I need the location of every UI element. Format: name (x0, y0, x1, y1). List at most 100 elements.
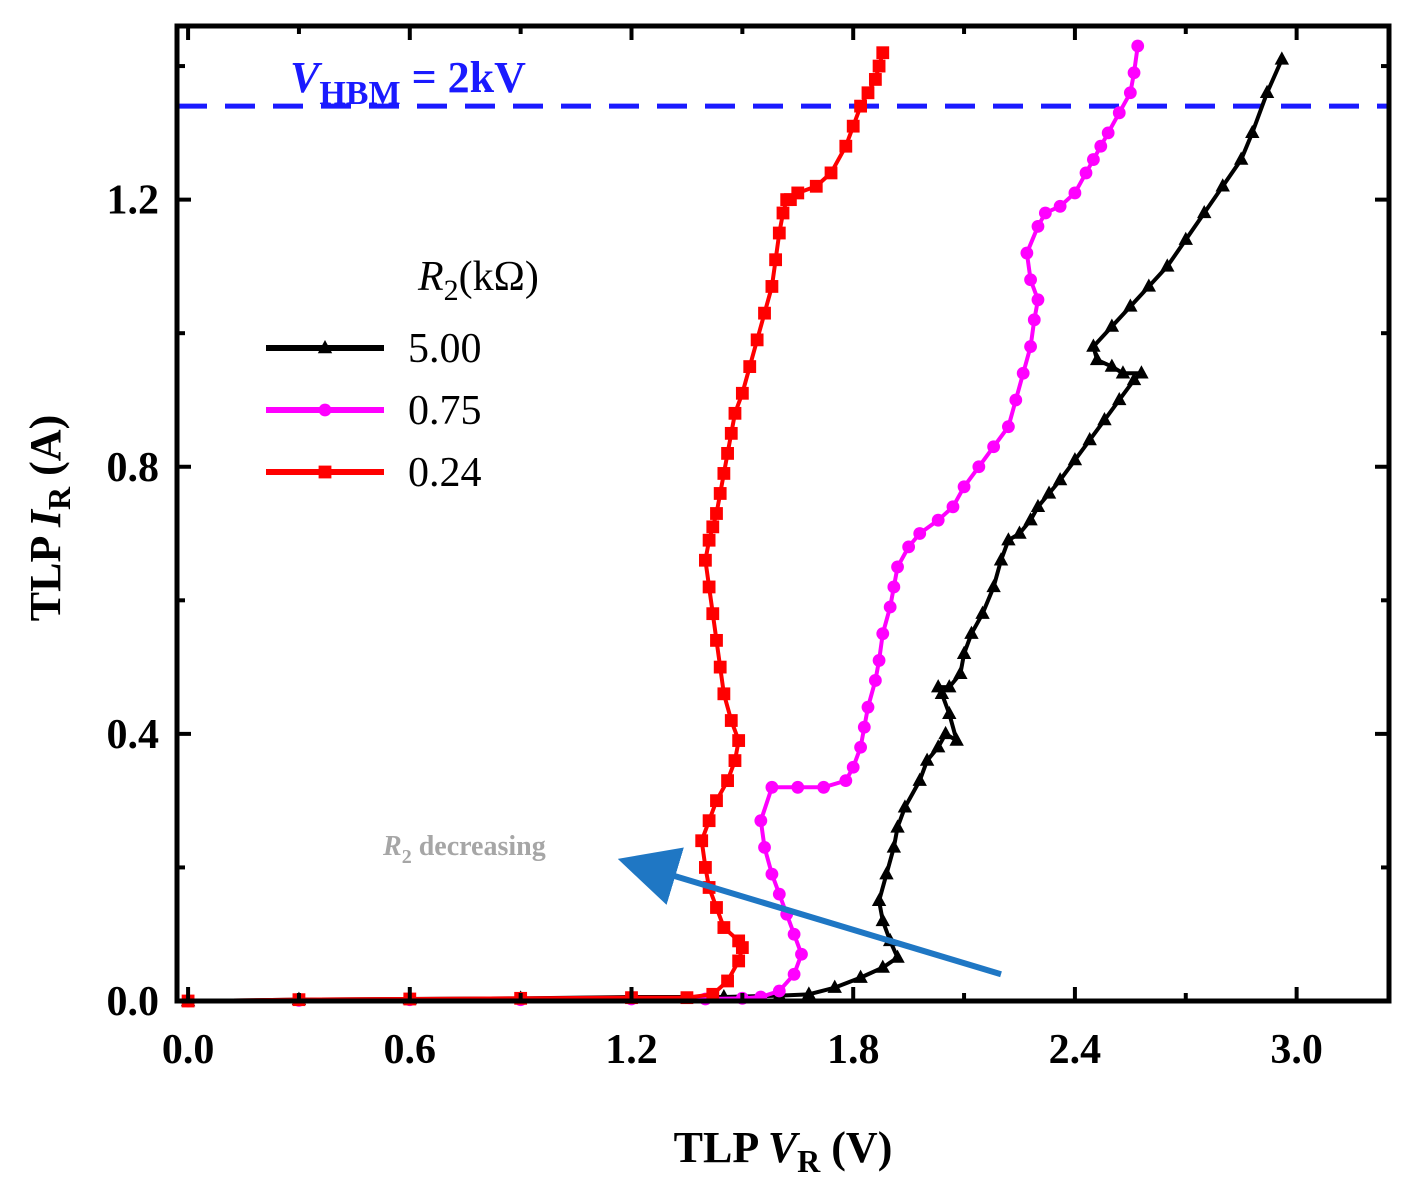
data-point-5.00 (1067, 452, 1083, 466)
data-point-0.24 (769, 253, 783, 267)
data-point-0.75 (1031, 219, 1045, 233)
data-point-0.75 (902, 540, 916, 554)
data-point-5.00 (1023, 512, 1038, 526)
data-point-0.75 (787, 927, 801, 941)
data-point-0.75 (1024, 340, 1037, 353)
data-point-0.75 (1053, 199, 1067, 213)
legend-title: R2(kΩ) (417, 254, 539, 307)
data-point-5.00 (897, 799, 913, 813)
data-point-0.75 (931, 513, 945, 527)
data-point-0.24 (728, 754, 742, 767)
data-point-0.75 (1002, 420, 1015, 434)
data-point-0.75 (1131, 39, 1145, 53)
legend-item-0.75: 0.75 (266, 388, 482, 434)
data-point-5.00 (1126, 371, 1142, 386)
data-point-5.00 (875, 912, 890, 927)
data-point-5.00 (953, 665, 968, 679)
data-point-5.00 (956, 645, 972, 659)
data-point-0.75 (1086, 153, 1100, 166)
y-axis-title-prefix: TLP (21, 527, 70, 621)
data-point-0.24 (861, 86, 875, 100)
data-point-5.00 (930, 679, 946, 693)
data-point-5.00 (912, 772, 927, 786)
data-point-0.75 (754, 814, 768, 828)
data-point-0.24 (872, 59, 886, 73)
data-point-0.24 (724, 426, 738, 440)
data-point-0.24 (868, 73, 882, 86)
data-point-5.00 (1259, 84, 1275, 98)
data-point-0.24 (702, 580, 716, 594)
data-point-0.75 (946, 500, 960, 514)
data-point-0.24 (824, 166, 838, 180)
data-point-0.75 (1079, 166, 1093, 180)
data-point-0.75 (861, 700, 875, 714)
data-point-0.24 (695, 834, 709, 848)
data-point-0.75 (846, 760, 860, 774)
data-point-5.00 (1215, 178, 1230, 192)
legend-swatch-marker (318, 403, 332, 417)
data-point-0.24 (710, 794, 723, 808)
legend-label: 0.75 (408, 388, 482, 434)
data-point-0.75 (772, 984, 786, 998)
legend-title-var: R (417, 254, 444, 300)
data-point-0.75 (883, 600, 897, 614)
series-0.24 (181, 46, 890, 1008)
data-point-5.00 (871, 892, 887, 907)
data-point-5.00 (879, 866, 894, 880)
data-point-5.00 (875, 959, 890, 973)
data-point-5.00 (1012, 525, 1027, 539)
data-point-5.00 (964, 625, 979, 639)
data-point-5.00 (949, 732, 964, 746)
data-point-0.75 (795, 947, 808, 961)
data-point-0.75 (857, 720, 871, 734)
r2-decreasing-var: R (382, 831, 402, 862)
hbm-label: VHBM = 2kV (290, 53, 526, 112)
data-point-0.24 (854, 99, 867, 113)
data-point-5.00 (1115, 365, 1131, 379)
data-point-0.24 (735, 386, 749, 400)
legend-label: 5.00 (408, 326, 482, 372)
annotation-layer (617, 847, 1002, 978)
x-tick-label: 0.6 (384, 1027, 437, 1073)
data-point-0.75 (1123, 86, 1137, 100)
data-point-0.24 (706, 607, 720, 621)
y-tick-label: 0.0 (107, 979, 160, 1025)
data-point-0.24 (699, 553, 712, 567)
data-point-0.75 (854, 740, 867, 754)
data-point-5.00 (1197, 204, 1212, 219)
data-point-0.75 (957, 480, 971, 494)
data-point-0.75 (987, 440, 1001, 454)
data-point-0.24 (743, 360, 757, 373)
data-point-0.75 (839, 774, 853, 788)
data-point-0.75 (1127, 66, 1141, 80)
data-point-0.75 (817, 780, 831, 794)
data-point-0.75 (1112, 106, 1126, 120)
data-point-0.24 (706, 987, 720, 1001)
data-point-5.00 (1123, 298, 1138, 312)
data-point-5.00 (1104, 358, 1120, 372)
plot-frame (174, 23, 1392, 1004)
data-point-0.75 (891, 560, 904, 574)
data-point-5.00 (886, 839, 902, 853)
hbm-label-sub: HBM (319, 75, 400, 112)
data-point-5.00 (934, 685, 950, 700)
data-point-0.75 (1101, 126, 1115, 140)
legend-label: 0.24 (408, 450, 482, 496)
data-point-0.24 (772, 226, 786, 240)
y-axis-title-sub: R (41, 486, 77, 510)
r2-decreasing-suffix: decreasing (412, 831, 546, 862)
series-0.75 (181, 39, 1145, 1008)
data-point-5.00 (1178, 231, 1193, 245)
data-point-5.00 (1112, 391, 1127, 406)
data-point-5.00 (1134, 365, 1149, 379)
data-point-5.00 (1141, 278, 1157, 292)
data-point-0.24 (732, 934, 746, 948)
series-line-5.00 (188, 58, 1284, 1003)
legend: R2(kΩ) 5.00 0.75 0.24 (266, 254, 539, 496)
data-point-5.00 (1274, 51, 1290, 65)
x-tick-label: 2.4 (1049, 1027, 1102, 1073)
x-tick-label: 0.0 (162, 1027, 215, 1073)
data-point-0.75 (765, 867, 779, 881)
data-point-0.24 (765, 280, 779, 293)
data-point-0.75 (1016, 366, 1030, 380)
